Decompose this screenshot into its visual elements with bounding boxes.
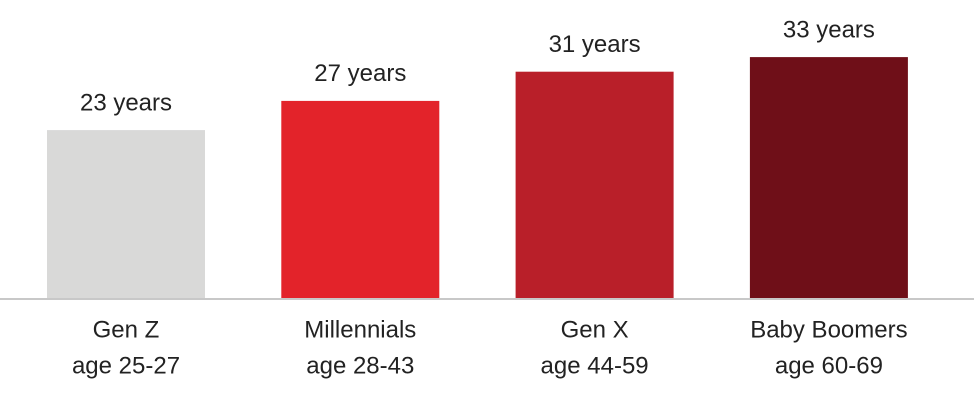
bar	[515, 71, 674, 298]
value-label: 33 years	[783, 16, 875, 43]
bar	[281, 100, 440, 299]
category-label: age 44-59	[541, 352, 649, 379]
category-label: Gen X	[561, 316, 629, 343]
value-label: 31 years	[549, 31, 641, 58]
category-label: age 25-27	[72, 352, 180, 379]
bar	[47, 130, 205, 298]
bar	[749, 57, 908, 298]
category-label: Millennials	[304, 316, 416, 343]
category-label: Gen Z	[93, 316, 160, 343]
category-label: age 60-69	[775, 352, 883, 379]
category-label: age 28-43	[306, 352, 414, 379]
value-label: 23 years	[80, 89, 172, 116]
category-label: Baby Boomers	[750, 316, 907, 343]
value-label: 27 years	[314, 60, 406, 87]
